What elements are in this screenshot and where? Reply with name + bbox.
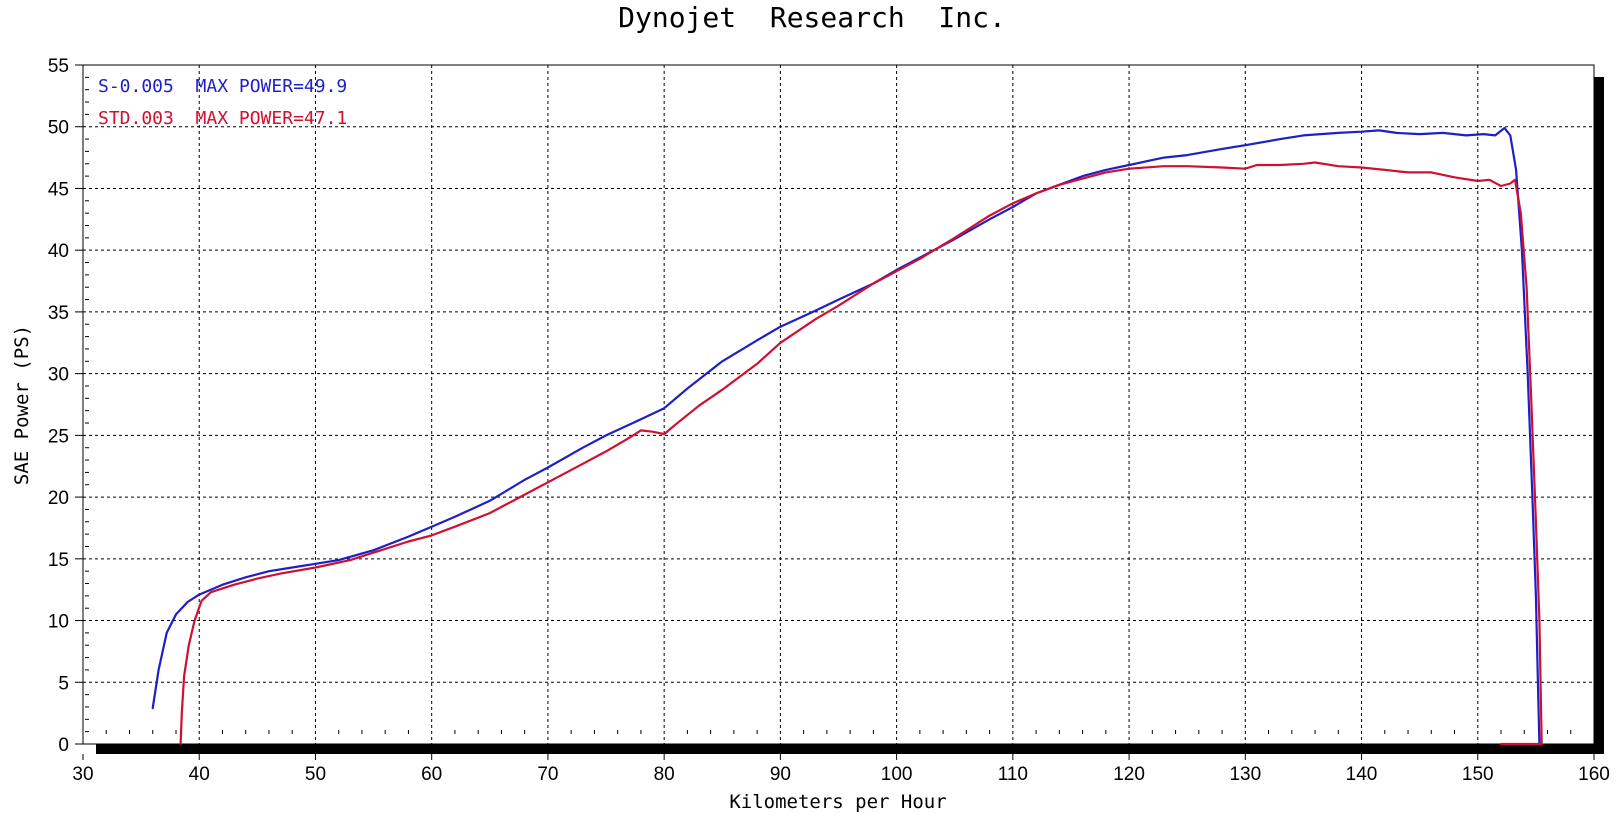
series-lines (151, 126, 1543, 746)
x-tick-label: 130 (1229, 764, 1261, 785)
x-tick-label: 100 (881, 764, 913, 785)
y-tick-label: 50 (48, 118, 69, 139)
grid-lines (83, 65, 1594, 744)
x-tick-label: 80 (654, 764, 675, 785)
y-tick-label: 15 (48, 550, 69, 571)
y-tick-label: 0 (58, 735, 69, 756)
minor-ticks (85, 76, 1572, 734)
chart-title: Dynojet Research Inc. (618, 1, 1006, 34)
y-axis-ticks: 0 5 10 15 20 25 30 35 40 45 50 55 (48, 56, 83, 756)
y-tick-label: 40 (48, 241, 69, 262)
y-tick-label: 35 (48, 303, 69, 324)
y-tick-label: 55 (48, 56, 69, 77)
y-tick-label: 30 (48, 365, 69, 386)
series-line-1 (179, 161, 1543, 746)
y-tick-label: 20 (48, 488, 69, 509)
y-tick-label: 5 (58, 673, 69, 694)
x-tick-label: 120 (1113, 764, 1145, 785)
x-axis-ticks: 30 40 50 60 70 80 90 100 110 120 130 140 150 160 (72, 754, 1610, 785)
x-tick-label: 30 (72, 764, 93, 785)
y-tick-label: 10 (48, 612, 69, 633)
x-tick-label: 70 (537, 764, 558, 785)
x-axis-title: Kilometers per Hour (729, 791, 946, 813)
plot-area (82, 64, 1595, 745)
x-tick-label: 60 (421, 764, 442, 785)
x-tick-label: 110 (998, 764, 1028, 785)
legend-entry-s-0005: S-0.005 MAX POWER=49.9 (98, 76, 347, 97)
x-tick-label: 90 (770, 764, 791, 785)
x-tick-label: 150 (1462, 764, 1494, 785)
y-tick-label: 45 (48, 179, 69, 200)
y-tick-label: 25 (48, 426, 69, 447)
x-tick-label: 50 (305, 764, 326, 785)
x-tick-label: 160 (1578, 764, 1610, 785)
frame-shadow-bottom (96, 744, 1604, 754)
legend-entry-std-003: STD.003 MAX POWER=47.1 (98, 108, 347, 129)
frame-shadow-right (1594, 77, 1604, 754)
x-tick-label: 40 (189, 764, 210, 785)
y-axis-title: SAE Power (PS) (11, 325, 33, 485)
x-tick-label: 140 (1346, 764, 1378, 785)
